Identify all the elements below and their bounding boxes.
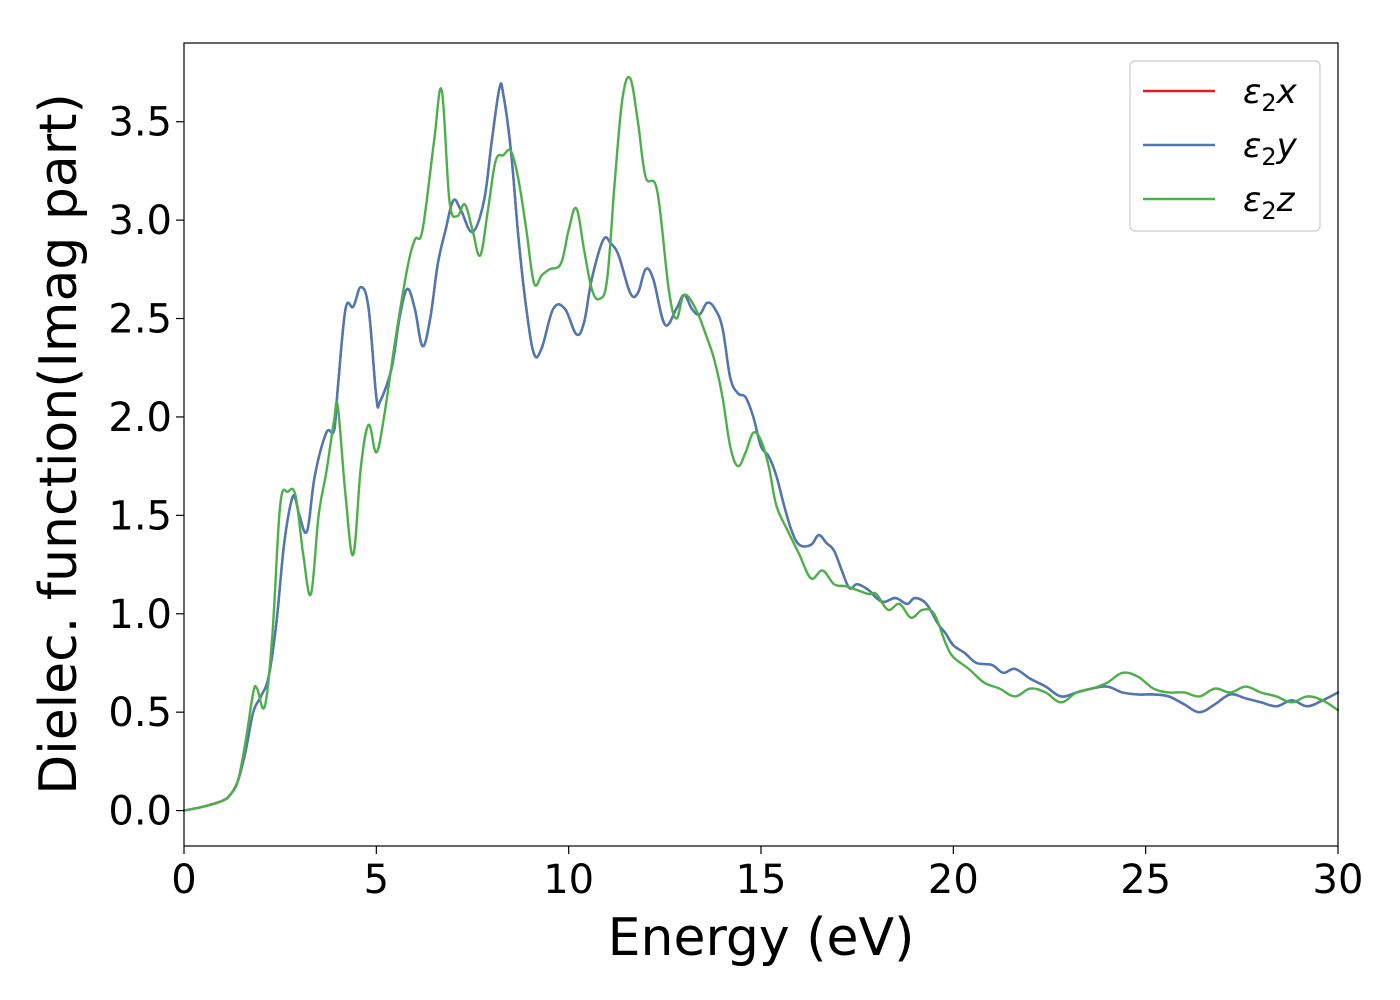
x-tick-label: 15 [736, 857, 787, 903]
legend-label-x: ε2x [1243, 72, 1298, 117]
legend-label-suffix: y [1276, 126, 1298, 166]
x-tick-label: 30 [1313, 857, 1364, 903]
x-axis: 0 5 10 15 20 25 30 [171, 846, 1363, 903]
y-tick-label: 3.0 [108, 198, 172, 244]
y-tick-label: 0.5 [108, 690, 172, 736]
legend-box [1129, 60, 1321, 232]
x-tick-label: 0 [171, 857, 196, 903]
legend-label-base: ε [1243, 126, 1261, 166]
x-tick-label: 20 [928, 857, 979, 903]
x-tick-label: 10 [543, 857, 594, 903]
legend-label-suffix: x [1276, 72, 1298, 112]
series-line-z [182, 75, 1340, 812]
x-tick-label: 5 [364, 857, 389, 903]
legend-label-suffix: z [1276, 180, 1296, 220]
y-tick-label: 1.5 [108, 493, 172, 539]
legend-label-subscript: 2 [1261, 143, 1276, 171]
legend-label-base: ε [1243, 72, 1261, 112]
y-tick-label: 3.5 [108, 100, 172, 146]
series-line-y [182, 82, 1340, 812]
legend-label-subscript: 2 [1261, 89, 1276, 117]
legend-label-z: ε2z [1243, 180, 1296, 225]
legend-label-subscript: 2 [1261, 197, 1276, 225]
x-axis-title: Energy (eV) [608, 908, 915, 968]
y-tick-label: 1.0 [108, 592, 172, 638]
y-axis-title: Dielec. function(Imag part) [29, 93, 89, 795]
y-tick-label: 2.5 [108, 297, 172, 343]
y-tick-label: 2.0 [108, 395, 172, 441]
legend-label-y: ε2y [1243, 126, 1298, 171]
x-tick-label: 25 [1120, 857, 1171, 903]
y-tick-label: 0.0 [108, 789, 172, 835]
legend-label-base: ε [1243, 180, 1261, 220]
series-layer [182, 75, 1340, 812]
y-axis: 0.0 0.5 1.0 1.5 2.0 2.5 3.0 3.5 [108, 100, 184, 835]
